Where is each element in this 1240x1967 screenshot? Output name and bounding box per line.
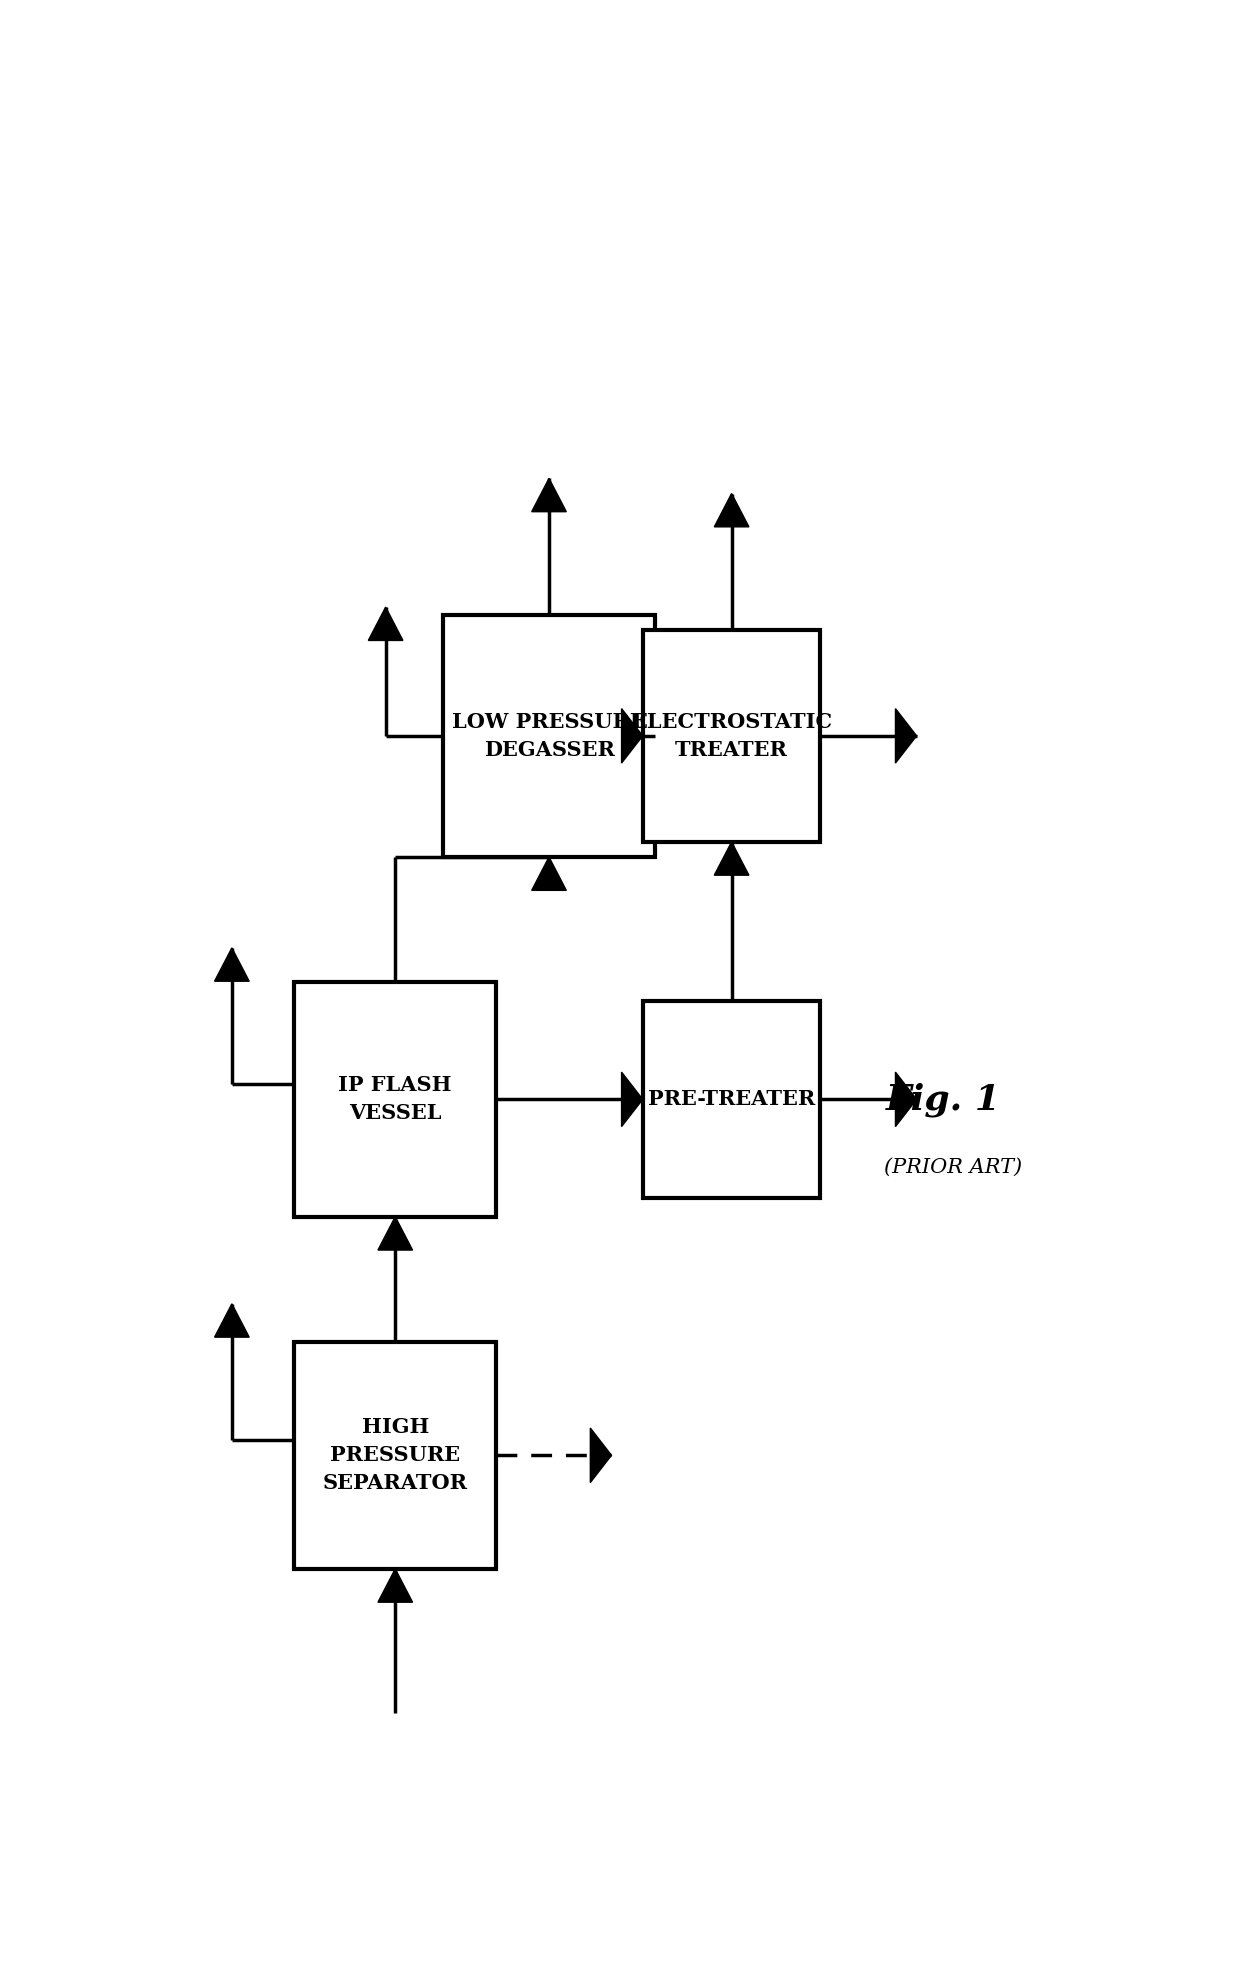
Polygon shape: [895, 1072, 916, 1127]
Bar: [642, 629, 821, 842]
Polygon shape: [215, 948, 249, 982]
Bar: [444, 614, 655, 858]
Text: Fig. 1: Fig. 1: [885, 1082, 1001, 1117]
Polygon shape: [621, 1072, 642, 1127]
Polygon shape: [714, 842, 749, 875]
Polygon shape: [532, 478, 567, 511]
Polygon shape: [378, 1570, 413, 1603]
Polygon shape: [368, 608, 403, 641]
Polygon shape: [590, 1428, 611, 1483]
Text: LOW PRESSURE
DEGASSER: LOW PRESSURE DEGASSER: [453, 712, 646, 759]
Polygon shape: [378, 1218, 413, 1251]
Bar: [294, 982, 496, 1218]
Bar: [294, 1341, 496, 1570]
Polygon shape: [532, 858, 567, 891]
Text: HIGH
PRESSURE
SEPARATOR: HIGH PRESSURE SEPARATOR: [322, 1418, 467, 1493]
Text: ELECTROSTATIC
TREATER: ELECTROSTATIC TREATER: [631, 712, 832, 759]
Bar: [642, 1001, 821, 1198]
Text: (PRIOR ART): (PRIOR ART): [884, 1159, 1022, 1176]
Polygon shape: [895, 708, 916, 763]
Polygon shape: [621, 708, 642, 763]
Polygon shape: [215, 1304, 249, 1338]
Text: PRE-TREATER: PRE-TREATER: [649, 1090, 815, 1109]
Text: IP FLASH
VESSEL: IP FLASH VESSEL: [339, 1076, 453, 1123]
Polygon shape: [714, 494, 749, 527]
